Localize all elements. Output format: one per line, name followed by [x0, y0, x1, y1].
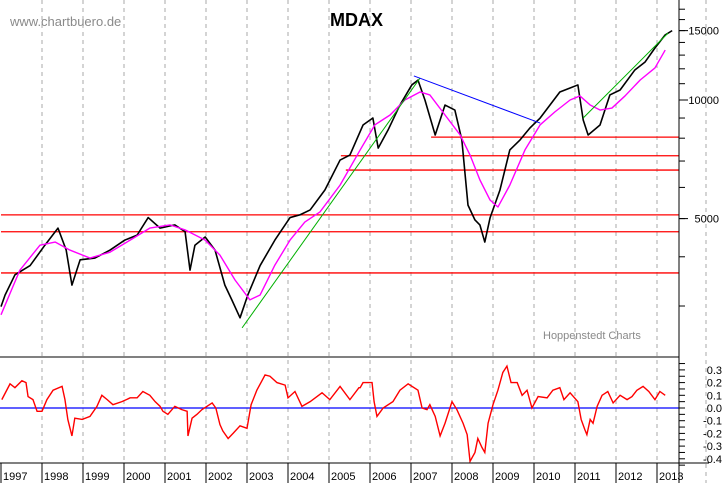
oscillator-tick-label: 0.1 [707, 390, 722, 402]
uptrend-line [241, 77, 421, 329]
trend-lines [241, 32, 669, 329]
price-line [0, 29, 673, 319]
price-series-group [0, 29, 673, 319]
oscillator-tick-label: -0.3 [703, 441, 722, 453]
oscillator-tick-label: -0.2 [703, 428, 722, 440]
oscillator-tick-label: -0.4 [703, 454, 722, 466]
x-tick-label: 1997 [3, 471, 27, 483]
y-tick-label: 15000 [688, 26, 719, 38]
year-gridlines [41, 0, 707, 483]
oscillator-tick-label: 0.3 [707, 365, 722, 377]
x-tick-label: 2010 [536, 471, 560, 483]
support-resistance-lines [1, 136, 679, 274]
x-tick-label: 2009 [495, 471, 519, 483]
x-tick-label: 2006 [372, 471, 396, 483]
oscillator-tick-label: -0.1 [703, 416, 722, 428]
y-tick-label: 10000 [688, 95, 719, 107]
x-tick-label: 2013 [659, 471, 683, 483]
x-tick-label: 2003 [249, 471, 273, 483]
x-tick-label: 2012 [618, 471, 642, 483]
x-tick-label: 2002 [208, 471, 232, 483]
x-tick-label: 2008 [454, 471, 478, 483]
y-tick-label: 5000 [695, 214, 719, 226]
x-tick-label: 1998 [44, 471, 68, 483]
x-tick-label: 2000 [126, 471, 150, 483]
oscillator-panel [0, 364, 679, 464]
uptrend-line [582, 32, 669, 119]
x-tick-label: 2005 [331, 471, 355, 483]
x-tick-label: 1999 [85, 471, 109, 483]
oscillator-tick-label: 0.0 [707, 403, 722, 415]
x-tick-label: 2004 [290, 471, 314, 483]
x-tick-label: 2007 [413, 471, 437, 483]
moving-average-line [0, 49, 666, 316]
chart-title: MDAX [330, 10, 383, 30]
downtrend-line [413, 75, 541, 124]
oscillator-tick-label: 0.2 [707, 378, 722, 390]
x-tick-label: 2001 [167, 471, 191, 483]
data-source: Hoppenstedt Charts [543, 330, 641, 342]
watermark: www.chartbuero.de [10, 14, 122, 29]
x-tick-label: 2011 [577, 471, 601, 483]
oscillator-line [1, 364, 666, 464]
